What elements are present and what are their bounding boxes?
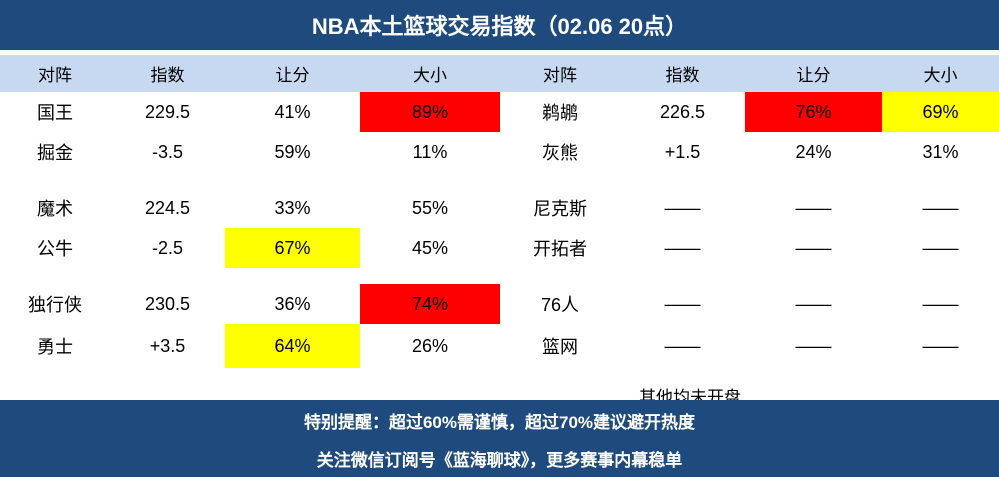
table-cell: 11% <box>412 141 448 162</box>
table-cell: 勇士 <box>37 337 73 357</box>
table-cell: 229.5 <box>144 101 191 122</box>
table-cell: —— <box>795 293 832 314</box>
table-cell: —— <box>664 293 701 314</box>
header-cell: 让分 <box>275 66 310 85</box>
table-cell: 24% <box>795 141 832 162</box>
table-cell: 64% <box>225 324 360 368</box>
table-cell: 公牛 <box>37 239 73 259</box>
footer-line: 特别提醒：超过60%需谨慎，超过70%建议避开热度 <box>303 412 696 432</box>
table-cell: -3.5 <box>151 141 184 162</box>
header-cell: 大小 <box>413 66 447 85</box>
header-cell: 指数 <box>150 66 185 85</box>
table-cell: 76人 <box>540 295 580 315</box>
table-cell: -2.5 <box>151 237 184 258</box>
table-cell: 魔术 <box>37 199 73 219</box>
table-cell: 230.5 <box>144 293 191 314</box>
table-cell: —— <box>922 293 959 314</box>
table-cell: 独行侠 <box>28 295 82 315</box>
header-cell: 大小 <box>923 66 958 85</box>
table-cell: 31% <box>922 141 959 162</box>
table-cell: 掘金 <box>37 143 73 163</box>
table-cell: —— <box>664 197 701 218</box>
header-cell: 指数 <box>665 66 700 85</box>
table-cell: 26% <box>411 335 449 356</box>
table-cell: 226.5 <box>659 101 706 122</box>
table-cell: 开拓者 <box>533 239 587 259</box>
footer <box>0 400 999 477</box>
table-cell: 74% <box>360 284 500 324</box>
table-cell: 55% <box>411 197 449 218</box>
table-cell: 224.5 <box>144 197 191 218</box>
table-cell: 鹈鹕 <box>542 103 578 123</box>
table-cell: 尼克斯 <box>533 199 587 219</box>
table-cell: —— <box>795 335 832 356</box>
header-cell: 对阵 <box>38 66 72 85</box>
table-cell: —— <box>795 197 832 218</box>
table-cell: 41% <box>274 101 311 122</box>
table-cell: —— <box>922 335 959 356</box>
table-cell: 76% <box>745 92 882 132</box>
table-cell: 33% <box>274 197 311 218</box>
table-cell: 69% <box>882 92 999 132</box>
table-cell: 灰熊 <box>542 143 578 163</box>
title: NBA本土篮球交易指数（02.06 20点） <box>0 0 999 50</box>
table-cell: 45% <box>411 237 449 258</box>
table-cell: —— <box>664 237 701 258</box>
table-cell: +1.5 <box>664 141 701 162</box>
header-row <box>0 55 999 92</box>
table-cell: 国王 <box>37 103 73 123</box>
table-cell: 36% <box>274 293 311 314</box>
table-cell: —— <box>922 237 959 258</box>
table-cell: —— <box>664 335 701 356</box>
header-cell: 让分 <box>796 66 831 85</box>
table-cell: 89% <box>360 92 500 132</box>
table-cell: 篮网 <box>542 337 578 357</box>
table-cell: 59% <box>274 141 311 162</box>
table-cell: +3.5 <box>149 335 186 356</box>
table-cell: —— <box>922 197 959 218</box>
table-cell: 67% <box>225 228 360 268</box>
header-cell: 对阵 <box>543 66 577 85</box>
table-cell: —— <box>795 237 832 258</box>
footer-line: 关注微信订阅号《蓝海聊球》，更多赛事内幕稳单 <box>316 450 683 470</box>
